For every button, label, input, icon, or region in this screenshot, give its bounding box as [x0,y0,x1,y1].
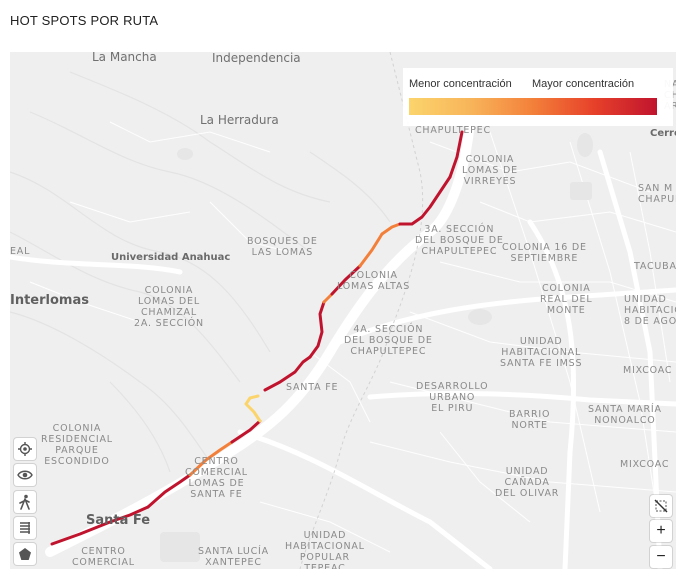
zoom-in-button[interactable]: + [650,520,672,542]
locate-button[interactable] [14,438,36,460]
label-santa-maria-nonoalco: SANTA MARÍA NONOALCO [588,404,662,426]
label-bosques-lomas: BOSQUES DE LAS LOMAS [247,236,318,258]
label-unidad-canada-olivar: UNIDAD CAÑADA DEL OLIVAR [495,466,560,499]
legend-high-label: Mayor concentración [532,78,635,90]
label-colonia-residencial: COLONIA RESIDENCIAL PARQUE ESCONDIDO [41,423,113,467]
hotspot-route[interactable] [10,52,676,569]
zoom-controls: + − [650,520,672,569]
route-segment-11[interactable] [380,222,402,236]
route-segment-4[interactable] [230,419,262,444]
label-unidad-8-agosto: UNIDAD HABITACIO 8 DE AGO [624,294,676,327]
base-map [10,52,676,569]
clear-selection-button[interactable] [650,495,672,517]
route-segment-12[interactable] [398,175,452,226]
label-lomas-altas: COLONIA LOMAS ALTAS [337,270,411,292]
legend-low-label: Menor concentración [409,78,512,90]
label-cerro: Cerro [650,128,676,139]
layers-button[interactable] [14,517,36,539]
route-segment-13[interactable] [448,130,464,179]
route-segment-10[interactable] [358,232,384,268]
label-real-monte: COLONIA REAL DEL MONTE [540,283,593,316]
route-segment-2[interactable] [146,473,192,509]
pentagon-icon [19,548,31,560]
clear-selection-icon [654,499,668,513]
label-unidad-santa-fe-imss: UNIDAD HABITACIONAL SANTA FE IMSS [500,336,583,369]
legend-gradient-bar [409,98,657,115]
label-independencia: Independencia [212,52,301,65]
label-santa-lucia: SANTA LUCÍA XANTEPEC [198,546,269,568]
route-segment-1[interactable] [50,505,150,546]
label-centro-comercial-lomas: CENTRO COMERCIAL LOMAS DE SANTA FE [185,456,248,500]
pedestrian-icon [19,494,30,510]
label-eal: EAL [10,246,31,257]
label-mixcoac-bottom: MIXCOAC [620,459,670,470]
eye-icon [17,470,33,480]
visibility-button[interactable] [14,464,36,486]
route-segment-8[interactable] [322,292,334,304]
label-universidad-anahuac: Universidad Anahuac [111,252,231,263]
label-lomas-virreyes: COLONIA LOMAS DE VIRREYES [462,154,518,187]
label-la-mancha: La Mancha [92,52,157,64]
route-segment-9[interactable] [330,264,362,296]
label-la-herradura: La Herradura [200,113,279,127]
route-segment-7[interactable] [308,300,326,359]
route-segment-3[interactable] [188,440,234,477]
label-tacuba: TACUBA [634,261,676,272]
label-tercera-seccion: 3A. SECCIÓN DEL BOSQUE DE CHAPULTEPEC [415,224,504,257]
layers-icon [20,522,30,534]
label-colonia-16-septiembre: COLONIA 16 DE SEPTIEMBRE [502,242,587,264]
label-interlomas: Interlomas [10,293,89,308]
pedestrian-button[interactable] [14,491,36,513]
label-cuarta-seccion: 4A. SECCIÓN DEL BOSQUE DE CHAPULTEPEC [344,324,433,357]
heat-legend: Menor concentración Mayor concentración [403,68,673,126]
label-mixcoac: MIXCOAC [623,365,673,376]
label-unidad-popular: UNIDAD HABITACIONAL POPULAR TEPEAC [285,530,365,569]
label-santa-fe: Santa Fe [86,513,151,528]
label-centro-comercial: CENTRO COMERCIAL [72,546,135,568]
label-santa-fe-small: SANTA FE [286,382,339,393]
route-segment-5[interactable] [244,394,262,423]
label-san-m: SAN M CHAPUL [638,183,676,205]
page-title: HOT SPOTS POR RUTA [10,13,159,28]
route-segment-6[interactable] [263,355,312,392]
target-icon [18,442,32,456]
label-desarrollo-urbano-piru: DESARROLLO URBANO EL PIRU [416,381,489,414]
map-canvas[interactable]: La Mancha Independencia La Herradura CHA… [10,52,676,569]
label-lomas-chamizal: COLONIA LOMAS DEL CHAMIZAL 2A. SECCIÓN [134,285,204,329]
label-barrio-norte: BARRIO NORTE [509,409,551,431]
polygon-button[interactable] [14,543,36,565]
label-chapultepec: CHAPULTEPEC [415,125,491,136]
zoom-out-button[interactable]: − [650,546,672,568]
